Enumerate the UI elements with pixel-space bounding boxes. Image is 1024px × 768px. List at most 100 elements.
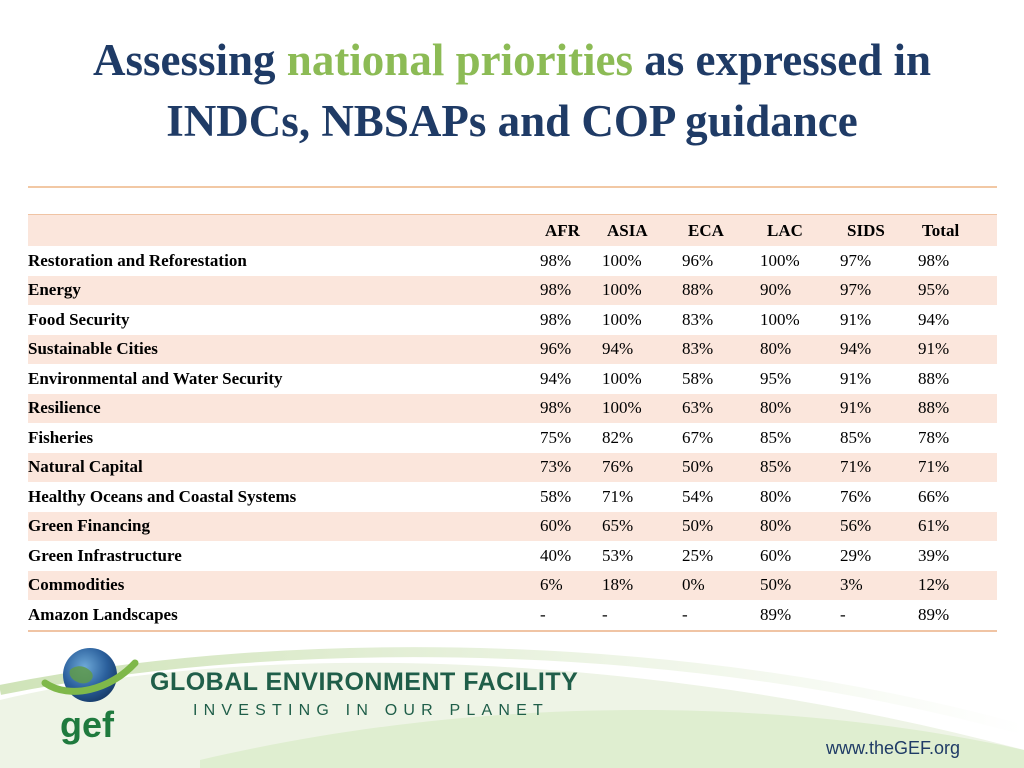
value-cell: 75% <box>540 427 572 447</box>
table-row: Resilience 98% 100% 63% 80% 91% 88% <box>28 393 997 423</box>
column-header: AFR <box>545 220 580 240</box>
row-label: Commodities <box>28 575 125 595</box>
website-link[interactable]: www.theGEF.org <box>826 738 961 758</box>
value-cell: 100% <box>760 309 800 329</box>
row-label: Restoration and Reforestation <box>28 250 247 270</box>
title-line-2: INDCs, NBSAPs and COP guidance <box>166 96 858 146</box>
table-row: Fisheries 75% 82% 67% 85% 85% 78% <box>28 423 997 453</box>
value-cell: 61% <box>918 516 950 536</box>
value-cell: 97% <box>840 250 872 270</box>
table-row: Sustainable Cities 96% 94% 83% 80% 94% 91% <box>28 334 997 364</box>
value-cell: 76% <box>840 486 872 506</box>
org-name: GLOBAL ENVIRONMENT FACILITY <box>150 668 579 696</box>
value-cell: 54% <box>682 486 714 506</box>
value-cell: 89% <box>760 604 792 624</box>
value-cell: 80% <box>760 398 792 418</box>
table-row: Energy 98% 100% 88% 90% 97% 95% <box>28 275 997 305</box>
title-part-2: as expressed in <box>644 35 931 85</box>
value-cell: 89% <box>918 604 950 624</box>
table-row: Food Security 98% 100% 83% 100% 91% 94% <box>28 305 997 335</box>
value-cell: 25% <box>682 545 714 565</box>
table-header-row: AFR ASIA ECA LAC SIDS Total <box>28 214 997 247</box>
value-cell: 98% <box>540 309 572 329</box>
row-label: Natural Capital <box>28 457 143 477</box>
title-highlight: national priorities <box>286 35 634 85</box>
value-cell: 82% <box>602 427 634 447</box>
row-label: Resilience <box>28 398 101 418</box>
value-cell: 94% <box>918 309 950 329</box>
table-row: Restoration and Reforestation 98% 100% 96% 1… <box>28 246 997 276</box>
row-label: Green Financing <box>28 516 150 536</box>
row-label: Fisheries <box>28 427 94 447</box>
value-cell: 98% <box>540 280 572 300</box>
column-header: SIDS <box>847 220 885 240</box>
value-cell: 98% <box>918 250 950 270</box>
table-row: Green Financing 60% 65% 50% 80% 56% 61% <box>28 511 997 541</box>
value-cell: 78% <box>918 427 950 447</box>
value-cell: 88% <box>918 368 950 388</box>
value-cell: 85% <box>760 457 792 477</box>
value-cell: 6% <box>540 575 563 595</box>
value-cell: - <box>840 604 846 624</box>
column-header: Total <box>922 220 960 240</box>
value-cell: 29% <box>840 545 872 565</box>
row-label: Energy <box>28 280 81 300</box>
row-label: Environmental and Water Security <box>28 368 283 388</box>
table-row: Natural Capital 73% 76% 50% 85% 71% 71% <box>28 452 997 482</box>
value-cell: 12% <box>918 575 950 595</box>
value-cell: 67% <box>682 427 714 447</box>
table-row: Healthy Oceans and Coastal Systems 58% 71%… <box>28 482 997 512</box>
table-row: Amazon Landscapes - - - 89% - 89% <box>28 600 997 631</box>
value-cell: 88% <box>682 280 714 300</box>
value-cell: 60% <box>760 545 792 565</box>
value-cell: 76% <box>602 457 634 477</box>
value-cell: 39% <box>918 545 950 565</box>
value-cell: 96% <box>540 339 572 359</box>
value-cell: 90% <box>760 280 792 300</box>
value-cell: 65% <box>602 516 634 536</box>
value-cell: 91% <box>840 398 872 418</box>
value-cell: 50% <box>682 516 714 536</box>
footer-swoosh <box>0 647 1024 768</box>
value-cell: 100% <box>602 250 642 270</box>
value-cell: 63% <box>682 398 714 418</box>
table-body: Restoration and Reforestation 98% 100% 96% 1… <box>28 246 997 631</box>
value-cell: 98% <box>540 398 572 418</box>
value-cell: 3% <box>840 575 863 595</box>
priorities-table: AFR ASIA ECA LAC SIDS Total Restoration … <box>28 214 997 632</box>
value-cell: 71% <box>840 457 872 477</box>
value-cell: 71% <box>918 457 950 477</box>
title-divider <box>28 186 997 188</box>
value-cell: 80% <box>760 486 792 506</box>
value-cell: 58% <box>540 486 572 506</box>
value-cell: 83% <box>682 339 714 359</box>
value-cell: 18% <box>602 575 634 595</box>
value-cell: 80% <box>760 516 792 536</box>
value-cell: 85% <box>840 427 872 447</box>
value-cell: 100% <box>602 368 642 388</box>
value-cell: 100% <box>602 398 642 418</box>
value-cell: 58% <box>682 368 714 388</box>
value-cell: 94% <box>540 368 572 388</box>
row-label: Green Infrastructure <box>28 545 182 565</box>
value-cell: 80% <box>760 339 792 359</box>
row-label: Amazon Landscapes <box>28 604 178 624</box>
value-cell: 60% <box>540 516 572 536</box>
value-cell: 85% <box>760 427 792 447</box>
value-cell: - <box>540 604 546 624</box>
column-header: ASIA <box>607 220 648 240</box>
value-cell: 100% <box>602 309 642 329</box>
value-cell: 91% <box>918 339 950 359</box>
value-cell: - <box>682 604 688 624</box>
value-cell: 97% <box>840 280 872 300</box>
value-cell: 73% <box>540 457 572 477</box>
value-cell: 98% <box>540 250 572 270</box>
value-cell: 95% <box>918 280 950 300</box>
table-row: Environmental and Water Security 94% 100% 5… <box>28 364 997 394</box>
value-cell: 91% <box>840 368 872 388</box>
slide-title: Assessing national priorities as express… <box>0 30 1024 152</box>
value-cell: 40% <box>540 545 572 565</box>
header-empty-cell <box>28 215 540 247</box>
value-cell: 94% <box>602 339 634 359</box>
svg-text:gef: gef <box>60 704 115 745</box>
